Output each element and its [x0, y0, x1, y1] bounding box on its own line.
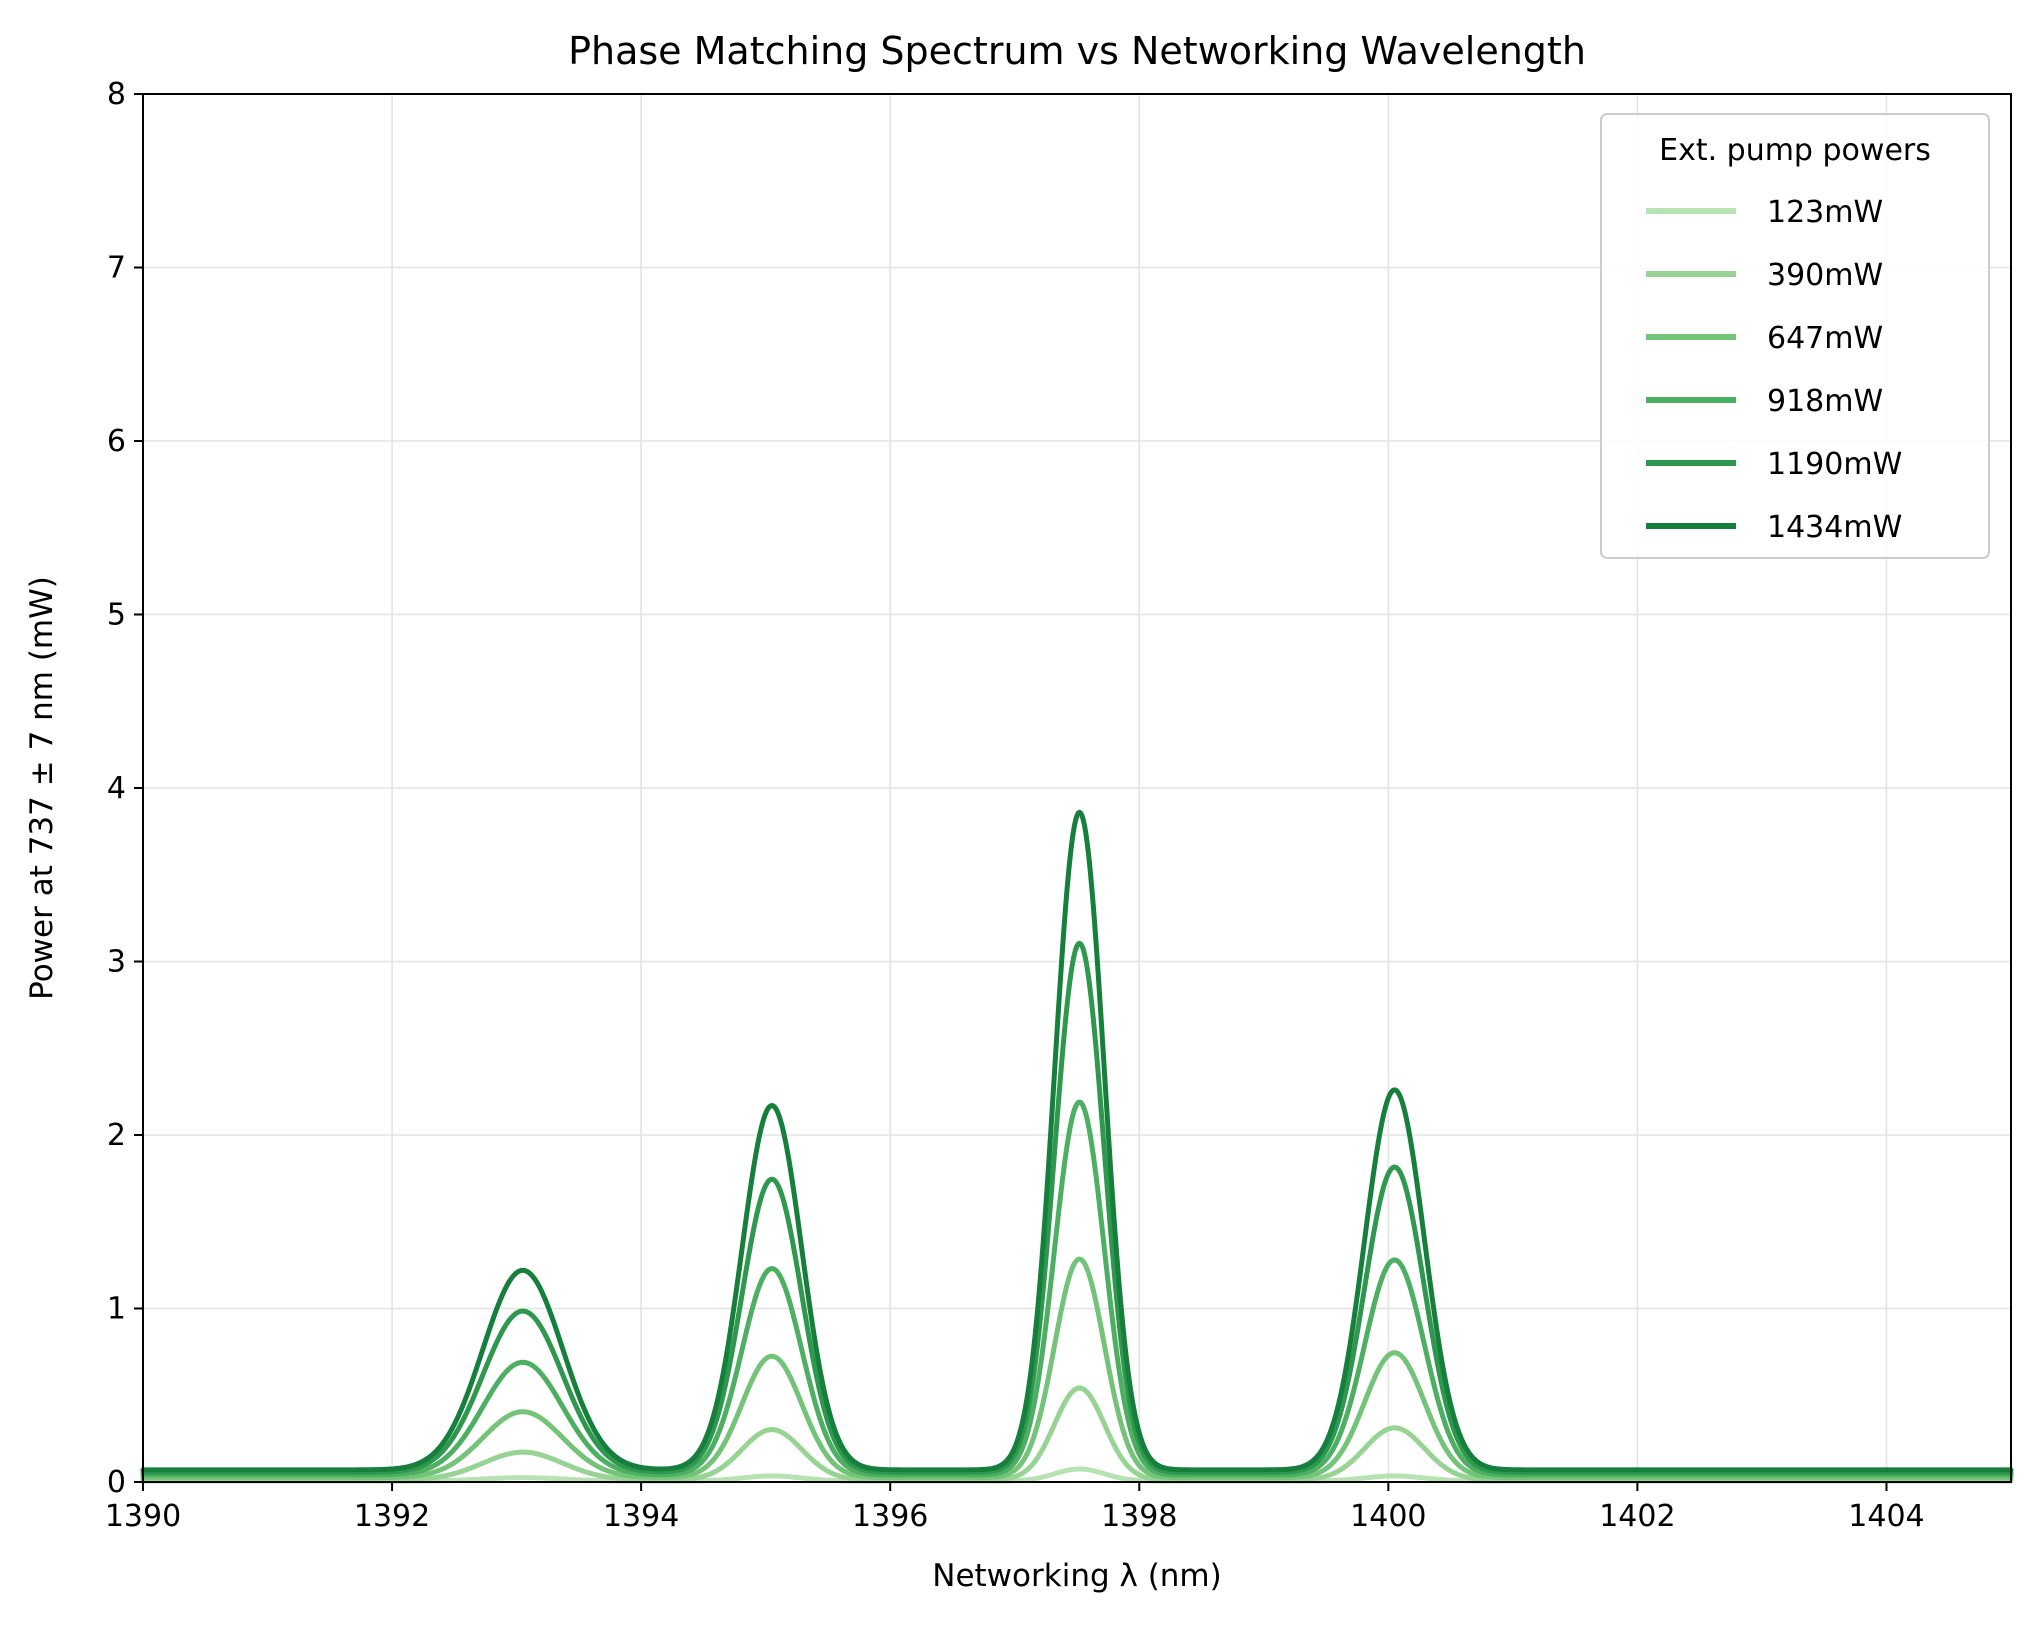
legend-label: 390mW [1767, 258, 1883, 293]
series-line-918mW [140, 1099, 2014, 1478]
y-tick-label: 6 [107, 424, 126, 459]
x-tick-label: 1398 [1101, 1499, 1177, 1534]
legend-label: 918mW [1767, 384, 1883, 419]
y-axis-title: Power at 737 ± 7 nm (mW) [24, 576, 60, 1000]
x-tick-label: 1390 [105, 1499, 181, 1534]
x-tick-label: 1400 [1350, 1499, 1426, 1534]
x-tick-label: 1404 [1848, 1499, 1924, 1534]
y-tick-label: 8 [107, 77, 126, 112]
series-line-1190mW [140, 940, 2014, 1475]
legend-label: 1190mW [1767, 447, 1902, 482]
legend-title: Ext. pump powers [1659, 133, 1931, 168]
y-tick-label: 5 [107, 598, 126, 633]
legend-label: 647mW [1767, 321, 1883, 356]
x-axis-title: Networking λ (nm) [932, 1558, 1221, 1594]
y-tick-label: 1 [107, 1292, 126, 1327]
legend: Ext. pump powers 123mW 390mW 647mW 918mW 1190… [1600, 113, 1990, 559]
x-tick-label: 1396 [852, 1499, 928, 1534]
y-tick-label: 3 [107, 945, 126, 980]
x-tick-label: 1402 [1599, 1499, 1675, 1534]
axis-ticks: 1390 1392 1394 1396 1398 1400 1402 1404 0 1 2 3 4 5 6 7… [105, 77, 1925, 1534]
x-tick-label: 1394 [603, 1499, 679, 1534]
y-tick-label: 4 [107, 771, 126, 806]
legend-label: 123mW [1767, 195, 1883, 230]
x-tick-label: 1392 [354, 1499, 430, 1534]
series-line-647mW [140, 1256, 2014, 1481]
y-tick-label: 7 [107, 251, 126, 286]
y-tick-label: 2 [107, 1118, 126, 1153]
series-line-1434mW [140, 809, 2014, 1473]
y-tick-label: 0 [107, 1465, 126, 1500]
series-lines [140, 809, 2014, 1484]
legend-label: 1434mW [1767, 510, 1902, 545]
chart-title: Phase Matching Spectrum vs Networking Wa… [568, 29, 1586, 73]
legend-box [1600, 113, 1990, 559]
